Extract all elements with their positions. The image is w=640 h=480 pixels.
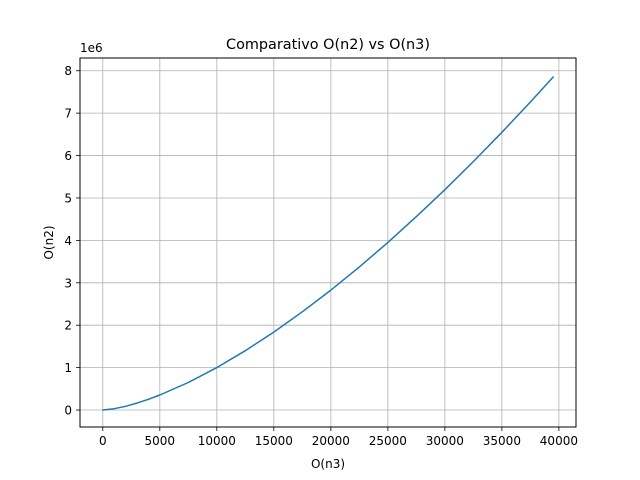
x-tick-label: 5000 [145,434,176,448]
x-tick-label: 20000 [312,434,350,448]
y-tick-label: 1 [64,361,72,375]
y-tick-label: 5 [64,191,72,205]
plot-frame [79,57,577,428]
y-tick-label: 8 [64,64,72,78]
y-axis: 0 1 2 3 4 5 6 7 8 [64,64,80,418]
y-offset-text: 1e6 [80,41,103,55]
x-tick-label: 35000 [483,434,521,448]
y-tick-label: 4 [64,234,72,248]
y-tick-label: 2 [64,319,72,333]
x-axis-label: O(n3) [311,457,345,471]
grid [80,58,576,427]
x-tick-label: 25000 [369,434,407,448]
y-axis-label: O(n2) [42,225,56,259]
y-tick-label: 6 [64,149,72,163]
x-tick-label: 10000 [198,434,236,448]
y-tick-label: 0 [64,404,72,418]
y-tick-label: 3 [64,276,72,290]
x-tick-label: 0 [99,434,107,448]
y-tick-label: 7 [64,107,72,121]
series-layer [102,76,554,411]
series-line [102,76,554,411]
x-axis: 0 5000 10000 15000 20000 25000 30000 35000 40000 [99,427,578,448]
chart-title: Comparativo O(n2) vs O(n3) [226,37,430,53]
x-tick-label: 15000 [255,434,293,448]
x-tick-label: 40000 [540,434,578,448]
x-tick-label: 30000 [426,434,464,448]
